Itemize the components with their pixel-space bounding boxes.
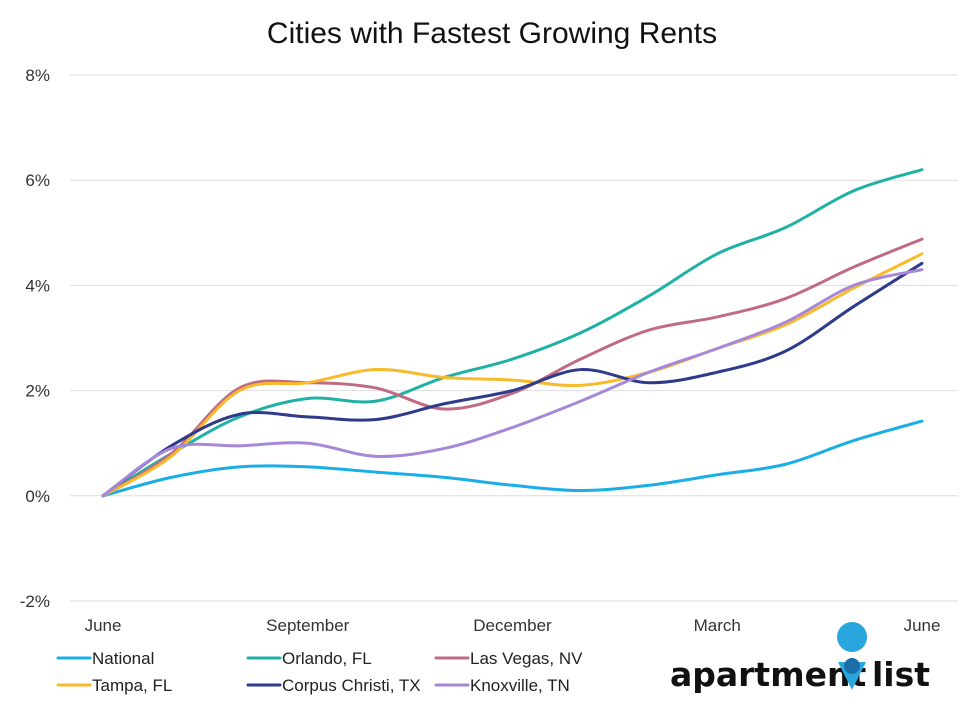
series-line-orlando-fl (101, 168, 924, 498)
legend-label: Orlando, FL (282, 649, 372, 668)
legend: National Orlando, FL Las Vegas, NV Tampa, F… (56, 649, 583, 695)
legend-label: Tampa, FL (92, 676, 172, 695)
x-tick-label: September (266, 616, 349, 635)
legend-item-knoxville-tn: Knoxville, TN (434, 676, 570, 695)
y-tick-label: 6% (25, 171, 50, 190)
y-tick-label: -2% (20, 592, 50, 611)
y-tick-label: 4% (25, 276, 50, 295)
legend-item-orlando-fl: Orlando, FL (246, 649, 372, 668)
legend-label: Corpus Christi, TX (282, 676, 421, 695)
y-tick-label: 8% (25, 66, 50, 85)
chart-title: Cities with Fastest Growing Rents (267, 17, 717, 50)
legend-item-corpus-christi-tx: Corpus Christi, TX (246, 676, 421, 695)
x-tick-label: June (85, 616, 122, 635)
series-line-corpus-christi-tx (101, 261, 924, 498)
y-tick-label: 0% (25, 487, 50, 506)
gridlines (70, 74, 958, 602)
series-line-las-vegas-nv (101, 237, 924, 498)
series-lines (101, 168, 924, 498)
legend-item-tampa-fl: Tampa, FL (56, 676, 172, 695)
legend-label: Knoxville, TN (470, 676, 570, 695)
y-axis-ticks: 8% 6% 4% 2% 0% -2% (20, 66, 50, 611)
series-line-national (101, 419, 924, 498)
x-axis-ticks: June September December March June (85, 616, 941, 635)
legend-label: National (92, 649, 154, 668)
logo-text-left: apartment (670, 655, 866, 694)
legend-label: Las Vegas, NV (470, 649, 583, 668)
legend-item-national: National (56, 649, 154, 668)
series-line-tampa-fl (101, 252, 924, 498)
x-tick-label: June (904, 616, 941, 635)
legend-item-las-vegas-nv: Las Vegas, NV (434, 649, 583, 668)
logo-text-right: list (872, 655, 930, 694)
y-tick-label: 2% (25, 382, 50, 401)
apartment-list-logo: apartment list (670, 622, 930, 694)
series-line-knoxville-tn (101, 268, 924, 498)
x-tick-label: December (473, 616, 552, 635)
location-pin-icon (837, 622, 868, 690)
x-tick-label: March (694, 616, 741, 635)
